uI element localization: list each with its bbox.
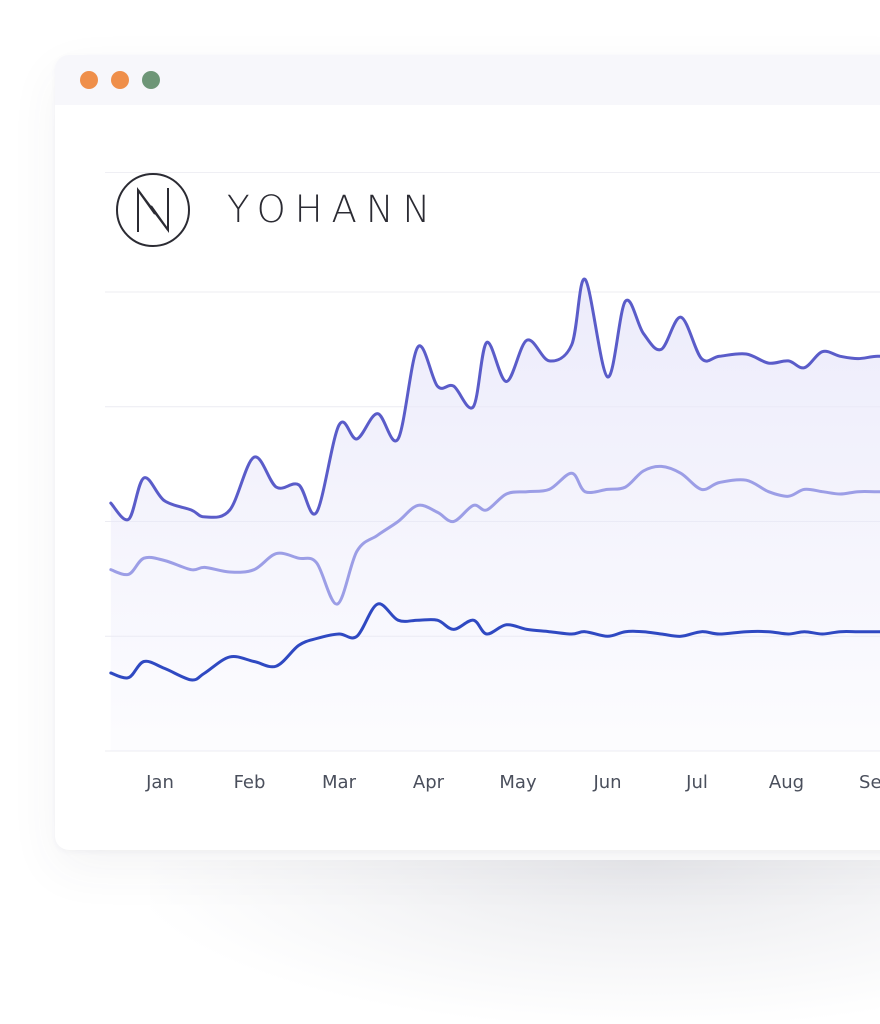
window-zoom-button[interactable] <box>142 71 160 89</box>
brand-name: YOHANN <box>227 188 440 231</box>
x-tick-label: Feb <box>234 772 266 793</box>
x-tick-label: Mar <box>322 772 357 793</box>
window-close-button[interactable] <box>80 71 98 89</box>
app-window: YOHANN Jan Feb Mar Apr May Jun Jul Aug Sep <box>55 55 880 850</box>
x-tick-label: Sep <box>859 772 880 793</box>
x-tick-label: Jul <box>685 772 708 793</box>
series-line-2 <box>109 464 880 606</box>
window-titlebar <box>55 55 880 105</box>
x-tick-label: Jun <box>592 772 621 793</box>
x-tick-label: Aug <box>769 772 804 793</box>
drop-shadow <box>150 860 880 1020</box>
area-fill <box>110 279 880 751</box>
monogram-circle-icon <box>116 173 190 247</box>
x-tick-label: Jan <box>145 772 174 793</box>
x-tick-label: May <box>499 772 537 793</box>
header-divider <box>105 172 880 173</box>
window-minimize-button[interactable] <box>111 71 129 89</box>
x-tick-label: Apr <box>413 772 445 793</box>
series-line-1 <box>109 277 880 522</box>
line-chart: Jan Feb Mar Apr May Jun Jul Aug Sep <box>105 277 880 793</box>
series-line-3 <box>109 602 880 682</box>
